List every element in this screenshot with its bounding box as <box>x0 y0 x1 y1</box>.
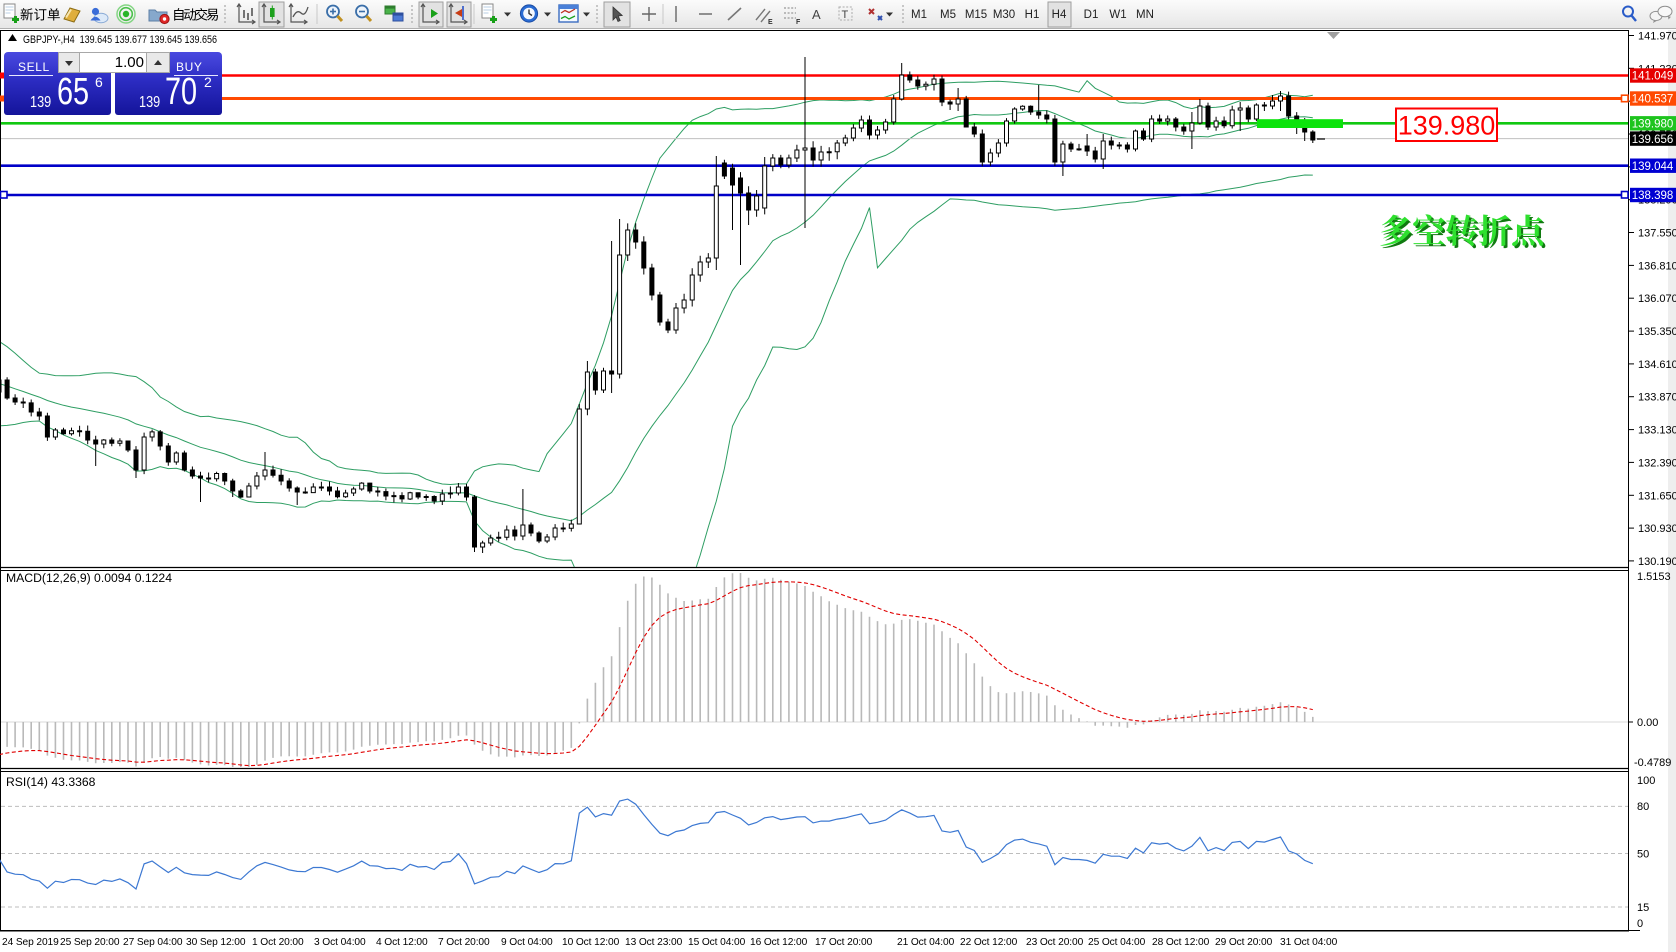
svg-text:137.550: 137.550 <box>1638 228 1676 240</box>
svg-text:31 Oct 04:00: 31 Oct 04:00 <box>1280 937 1338 948</box>
svg-text:130.190: 130.190 <box>1638 556 1676 568</box>
svg-text:E: E <box>768 19 773 26</box>
svg-text:28 Oct 12:00: 28 Oct 12:00 <box>1152 937 1210 948</box>
svg-text:141.049: 141.049 <box>1632 71 1674 83</box>
svg-text:1.5153: 1.5153 <box>1637 571 1671 583</box>
svg-text:132.390: 132.390 <box>1638 457 1676 469</box>
svg-text:H1: H1 <box>1025 9 1040 21</box>
svg-text:0.00: 0.00 <box>1637 717 1658 729</box>
svg-text:135.350: 135.350 <box>1638 326 1676 338</box>
svg-text:M30: M30 <box>993 9 1015 21</box>
svg-text:T: T <box>842 9 849 21</box>
svg-text:A: A <box>812 7 821 22</box>
svg-text:29 Oct 20:00: 29 Oct 20:00 <box>1215 937 1273 948</box>
svg-text:MACD(12,26,9) 0.0094 0.1224: MACD(12,26,9) 0.0094 0.1224 <box>6 571 172 585</box>
svg-text:131.650: 131.650 <box>1638 490 1676 502</box>
svg-text:F: F <box>796 19 801 26</box>
svg-text:138.398: 138.398 <box>1632 190 1674 202</box>
svg-text:D1: D1 <box>1084 9 1099 21</box>
svg-text:25 Sep 20:00: 25 Sep 20:00 <box>60 937 120 948</box>
svg-text:139.044: 139.044 <box>1632 161 1674 173</box>
svg-text:22 Oct 12:00: 22 Oct 12:00 <box>960 937 1018 948</box>
svg-text:15 Oct 04:00: 15 Oct 04:00 <box>688 937 746 948</box>
svg-text:1 Oct 20:00: 1 Oct 20:00 <box>252 937 304 948</box>
svg-text:139.980: 139.980 <box>1398 111 1496 141</box>
svg-text:M15: M15 <box>965 9 987 21</box>
svg-text:140.537: 140.537 <box>1632 94 1674 106</box>
svg-text:134.610: 134.610 <box>1638 359 1676 371</box>
svg-text:30 Sep 12:00: 30 Sep 12:00 <box>186 937 246 948</box>
svg-text:16 Oct 12:00: 16 Oct 12:00 <box>750 937 808 948</box>
svg-text:141.970: 141.970 <box>1638 31 1676 43</box>
svg-text:M5: M5 <box>940 9 956 21</box>
svg-text:25 Oct 04:00: 25 Oct 04:00 <box>1088 937 1146 948</box>
svg-text:M1: M1 <box>911 9 927 21</box>
svg-text:50: 50 <box>1637 849 1649 861</box>
svg-text:27 Sep 04:00: 27 Sep 04:00 <box>123 937 183 948</box>
svg-text:24 Sep 2019: 24 Sep 2019 <box>2 937 59 948</box>
svg-text:MN: MN <box>1136 9 1154 21</box>
svg-text:13 Oct 23:00: 13 Oct 23:00 <box>625 937 683 948</box>
svg-text:139.980: 139.980 <box>1632 119 1674 131</box>
svg-text:139.656: 139.656 <box>1632 134 1674 146</box>
svg-text:133.870: 133.870 <box>1638 392 1676 404</box>
svg-text:136.810: 136.810 <box>1638 260 1676 272</box>
svg-text:17 Oct 20:00: 17 Oct 20:00 <box>815 937 873 948</box>
svg-text:H4: H4 <box>1052 9 1067 21</box>
svg-text:10 Oct 12:00: 10 Oct 12:00 <box>562 937 620 948</box>
svg-text:136.070: 136.070 <box>1638 293 1676 305</box>
svg-text:0: 0 <box>1637 918 1643 930</box>
svg-text:-0.4789: -0.4789 <box>1634 757 1671 769</box>
svg-text:7 Oct 20:00: 7 Oct 20:00 <box>438 937 490 948</box>
svg-text:23 Oct 20:00: 23 Oct 20:00 <box>1026 937 1084 948</box>
svg-text:80: 80 <box>1637 801 1649 813</box>
svg-text:3 Oct 04:00: 3 Oct 04:00 <box>314 937 366 948</box>
svg-text:9 Oct 04:00: 9 Oct 04:00 <box>501 937 553 948</box>
svg-text:100: 100 <box>1637 775 1655 787</box>
svg-text:130.930: 130.930 <box>1638 523 1676 535</box>
svg-text:15: 15 <box>1637 902 1649 914</box>
svg-text:W1: W1 <box>1109 9 1126 21</box>
svg-text:RSI(14) 43.3368: RSI(14) 43.3368 <box>6 775 96 789</box>
svg-text:133.130: 133.130 <box>1638 425 1676 437</box>
svg-text:GBPJPY-,H4 139.645 139.677 13: GBPJPY-,H4 139.645 139.677 139.645 139.6… <box>23 34 217 46</box>
svg-text:21 Oct 04:00: 21 Oct 04:00 <box>897 937 955 948</box>
svg-text:4 Oct 12:00: 4 Oct 12:00 <box>376 937 428 948</box>
